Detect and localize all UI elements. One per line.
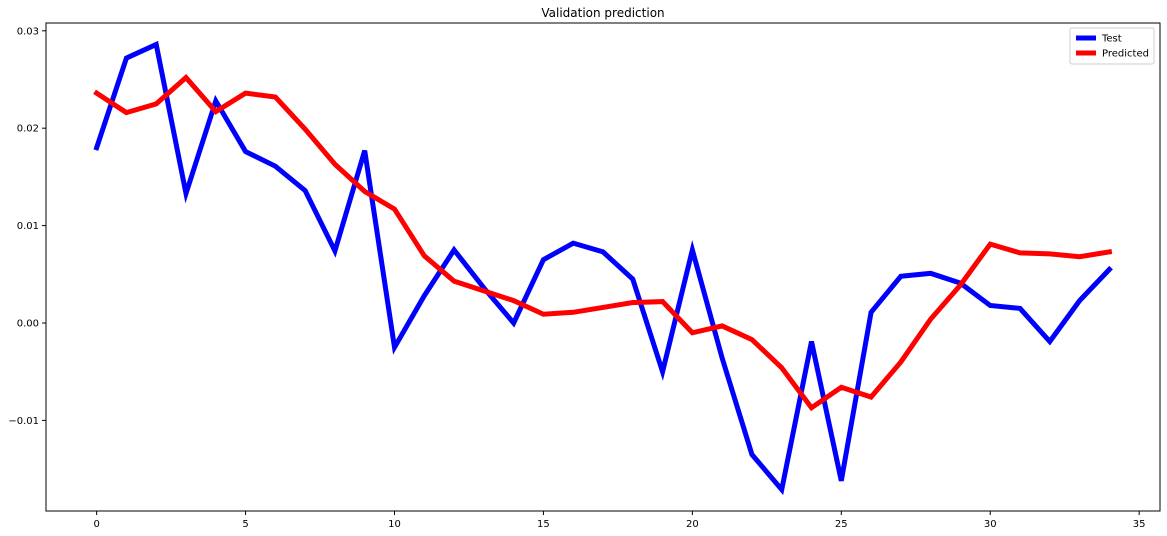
series-layer (93, 40, 1113, 496)
legend: Test Predicted (1069, 27, 1155, 65)
x-axis: 0 5 10 15 20 25 30 35 (93, 511, 1146, 530)
series-line-test (93, 40, 1113, 496)
x-tick-label: 30 (984, 519, 997, 530)
chart-title: Validation prediction (541, 6, 664, 20)
legend-label-predicted: Predicted (1102, 49, 1149, 60)
series-line-predicted (93, 74, 1113, 412)
y-tick-label: 0.01 (17, 221, 39, 232)
x-tick-label: 10 (388, 519, 401, 530)
x-tick-label: 15 (537, 519, 550, 530)
x-tick-label: 5 (242, 519, 248, 530)
legend-label-test: Test (1101, 34, 1122, 45)
y-tick-label: 0.02 (17, 124, 39, 135)
x-tick-label: 20 (686, 519, 699, 530)
plot-frame (45, 22, 1161, 512)
x-tick-label: 0 (93, 519, 99, 530)
y-tick-label: −0.01 (8, 416, 39, 427)
y-tick-label: 0.00 (17, 319, 39, 330)
y-tick-label: 0.03 (17, 26, 39, 37)
x-tick-label: 25 (835, 519, 848, 530)
x-tick-label: 35 (1133, 519, 1146, 530)
y-axis: −0.01 0.00 0.01 0.02 0.03 (8, 26, 46, 427)
